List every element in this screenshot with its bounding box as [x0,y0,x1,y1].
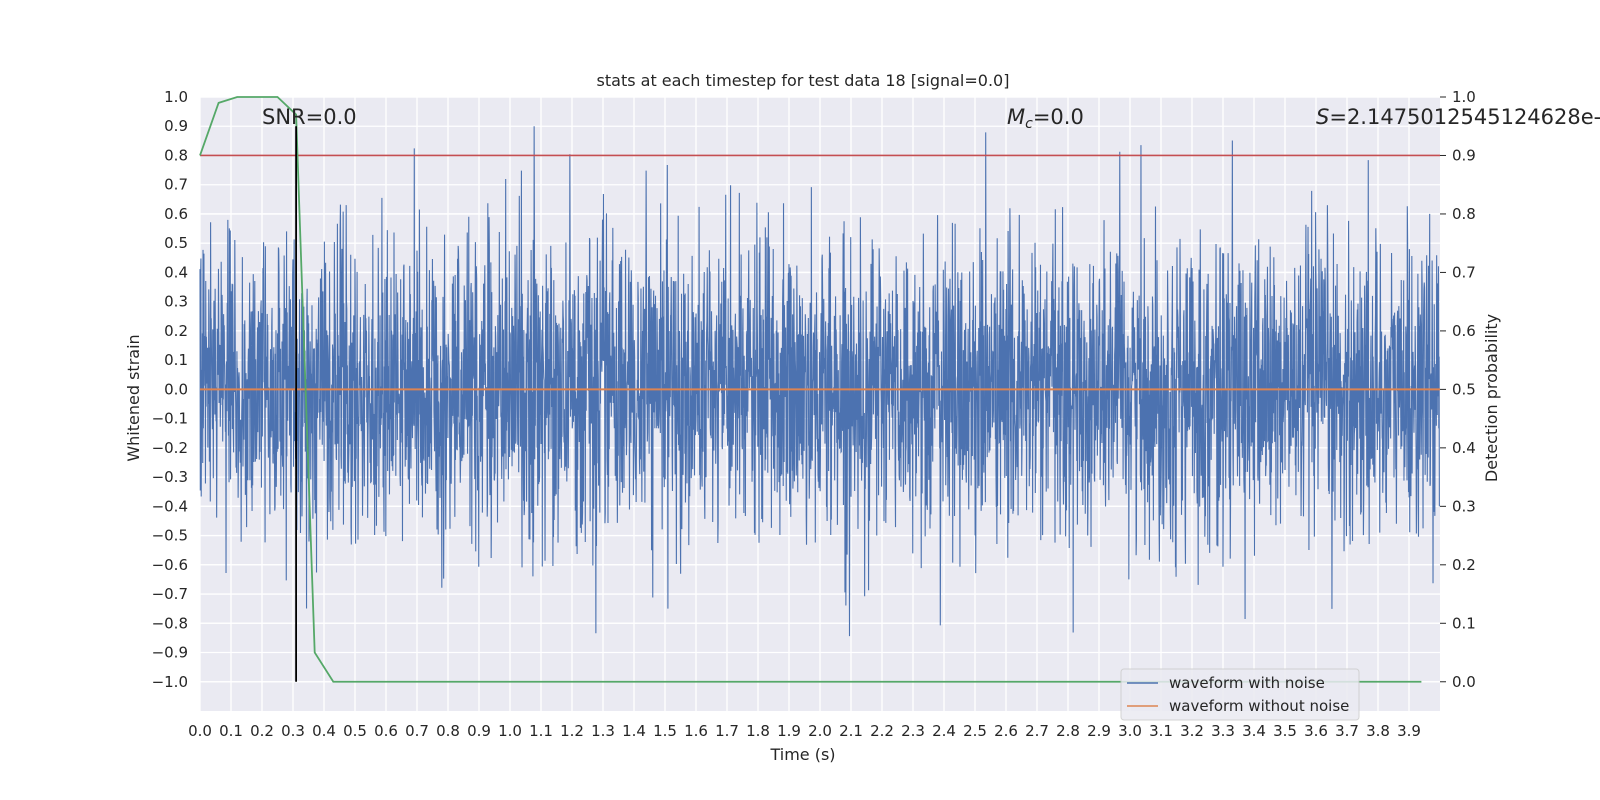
y2-tick-label: 0.4 [1452,439,1476,457]
x-tick-label: 0.3 [281,722,305,740]
x-tick-label: 0.0 [188,722,212,740]
x-tick-label: 3.0 [1118,722,1142,740]
y-tick-label: 0.7 [164,176,188,194]
y-tick-label: −0.6 [152,556,188,574]
x-tick-label: 3.4 [1242,722,1266,740]
y2-axis-ticks: 1.0 0.9 0.8 0.7 0.6 0.5 0.4 0.3 0.2 0.1 0.0 [1440,88,1476,691]
x-tick-label: 1.0 [498,722,522,740]
x-tick-label: 2.4 [932,722,956,740]
x-tick-label: 0.9 [467,722,491,740]
x-tick-label: 1.4 [622,722,646,740]
y2-tick-label: 0.7 [1452,263,1476,281]
y-tick-label: 0.4 [164,263,188,281]
chirp-mass-annotation: Mc=0.0 [1007,105,1084,132]
series-waveform-with-noise [199,126,1440,637]
y-axis-label: Whitened strain [124,334,143,461]
y-tick-label: −0.2 [152,439,188,457]
y2-tick-label: 0.0 [1452,673,1476,691]
y-tick-label: 0.5 [164,234,188,252]
y-tick-label: 0.3 [164,293,188,311]
y2-tick-label: 0.2 [1452,556,1476,574]
x-tick-label: 2.9 [1087,722,1111,740]
y-tick-label: 0.0 [164,380,188,398]
y-tick-label: −0.3 [152,468,188,486]
x-tick-label: 0.4 [312,722,336,740]
x-tick-label: 0.2 [250,722,274,740]
legend-label-noise: waveform with noise [1169,674,1325,692]
x-tick-label: 3.5 [1273,722,1297,740]
x-tick-label: 3.7 [1335,722,1359,740]
x-tick-label: 1.3 [591,722,615,740]
y-tick-label: −0.9 [152,644,188,662]
x-tick-label: 3.9 [1397,722,1421,740]
x-tick-label: 0.6 [374,722,398,740]
x-tick-label: 1.5 [653,722,677,740]
x-tick-label: 1.1 [529,722,553,740]
x-tick-label: 1.9 [777,722,801,740]
x-tick-label: 2.8 [1056,722,1080,740]
x-tick-label: 3.3 [1211,722,1235,740]
probability-trace [199,96,1422,683]
y-tick-label: −0.8 [152,614,188,632]
legend: waveform with noise waveform without noi… [1120,668,1360,721]
y2-axis-label: Detection probability [1482,314,1501,482]
x-tick-label: 2.3 [901,722,925,740]
x-tick-label: 3.2 [1180,722,1204,740]
x-tick-label: 1.2 [560,722,584,740]
x-tick-label: 1.7 [715,722,739,740]
x-axis-label: Time (s) [769,745,835,764]
legend-label-clean: waveform without noise [1169,697,1349,715]
x-tick-label: 3.6 [1304,722,1328,740]
x-tick-label: 2.6 [994,722,1018,740]
y-axis-ticks: 1.0 0.9 0.8 0.7 0.6 0.5 0.4 0.3 0.2 0.1 0.0 −0.1 −0.… [152,88,188,691]
x-tick-label: 0.5 [343,722,367,740]
y2-tick-label: 0.1 [1452,614,1476,632]
snr-annotation: SNR=0.0 [262,105,357,129]
y2-tick-label: 1.0 [1452,88,1476,106]
y-tick-label: 0.8 [164,146,188,164]
x-tick-label: 3.1 [1149,722,1173,740]
y2-tick-label: 0.3 [1452,497,1476,515]
y-tick-label: −0.7 [152,585,188,603]
y-tick-label: −0.4 [152,497,188,515]
y-tick-label: 0.1 [164,351,188,369]
y2-tick-label: 0.8 [1452,205,1476,223]
x-tick-label: 3.8 [1366,722,1390,740]
noise-trace [199,126,1440,637]
x-tick-label: 1.6 [684,722,708,740]
x-tick-label: 1.8 [746,722,770,740]
x-tick-label: 0.8 [436,722,460,740]
y-tick-label: 0.6 [164,205,188,223]
y2-tick-label: 0.5 [1452,380,1476,398]
x-tick-label: 0.7 [405,722,429,740]
y-tick-label: 0.2 [164,322,188,340]
legend-box [1120,668,1360,721]
x-tick-label: 2.1 [839,722,863,740]
y2-tick-label: 0.6 [1452,322,1476,340]
x-tick-label: 2.7 [1025,722,1049,740]
y-tick-label: −0.5 [152,527,188,545]
x-axis-ticks: 0.0 0.1 0.2 0.3 0.4 0.5 0.6 0.7 0.8 0.9 1.0 1.1 1.2 1… [188,722,1421,740]
x-tick-label: 2.2 [870,722,894,740]
x-tick-label: 0.1 [219,722,243,740]
x-tick-label: 2.5 [963,722,987,740]
y-tick-label: −0.1 [152,410,188,428]
chart-title: stats at each timestep for test data 18 … [597,71,1010,90]
y2-tick-label: 0.9 [1452,146,1476,164]
s-annotation: S=2.1475012545124628e- [1316,105,1600,129]
y-tick-label: 1.0 [164,88,188,106]
series-detection-probability [199,96,1422,683]
y-tick-label: 0.9 [164,117,188,135]
y-tick-label: −1.0 [152,673,188,691]
x-tick-label: 2.0 [808,722,832,740]
